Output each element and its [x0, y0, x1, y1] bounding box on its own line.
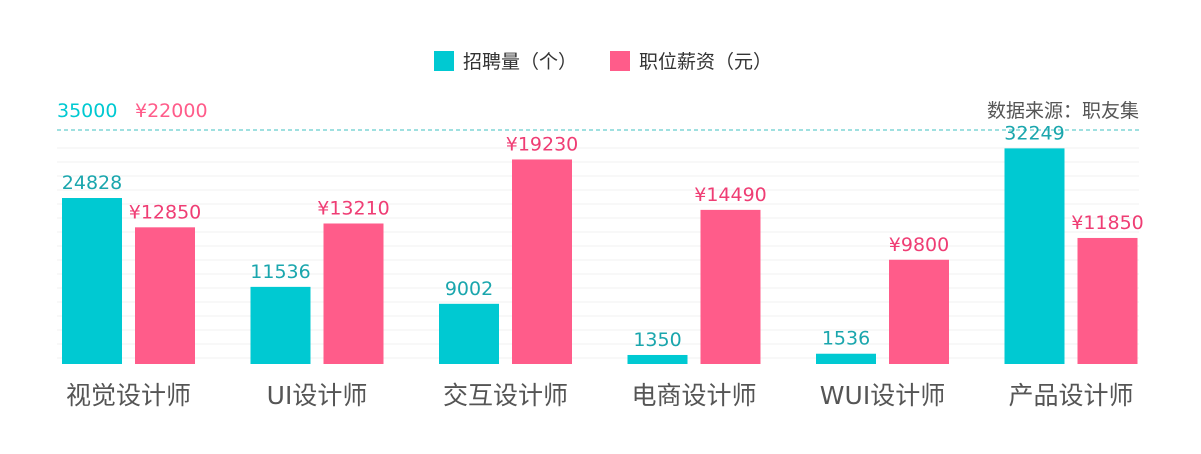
legend-swatch-recruitment — [434, 51, 454, 71]
salary-max-label: ¥22000 — [135, 100, 208, 122]
value-label-salary-3: ¥14490 — [694, 184, 767, 206]
bar-recruitment-4 — [816, 353, 876, 364]
bar-salary-0 — [135, 227, 195, 364]
bar-recruitment-1 — [250, 286, 311, 364]
data-source: 数据来源：职友集 — [987, 100, 1139, 122]
value-label-salary-2: ¥19230 — [506, 133, 579, 155]
bar-salary-5 — [1077, 237, 1138, 364]
value-label-recruitment-1: 11536 — [250, 261, 310, 283]
value-label-salary-1: ¥13210 — [317, 197, 390, 219]
category-label-2: 交互设计师 — [443, 381, 568, 410]
bar-salary-3 — [700, 209, 761, 364]
bars — [62, 148, 1138, 364]
bar-recruitment-3 — [627, 354, 688, 364]
category-label-3: 电商设计师 — [631, 381, 756, 410]
category-label-5: 产品设计师 — [1008, 381, 1133, 410]
value-label-recruitment-4: 1536 — [822, 328, 870, 350]
grid-lines — [57, 147, 1139, 359]
value-labels: 24828 ¥12850 11536 ¥13210 9002 ¥19230 1350 ¥144… — [62, 122, 1144, 351]
bar-recruitment-5 — [1004, 148, 1065, 364]
bar-recruitment-2 — [439, 303, 499, 364]
legend-label-salary: 职位薪资（元） — [639, 51, 772, 73]
bar-salary-2 — [512, 159, 572, 364]
value-label-salary-4: ¥9800 — [889, 234, 949, 256]
value-label-recruitment-5: 32249 — [1004, 122, 1064, 144]
category-label-0: 视觉设计师 — [66, 381, 191, 410]
category-label-4: WUI设计师 — [820, 381, 945, 410]
category-label-1: UI设计师 — [267, 381, 368, 410]
value-label-salary-5: ¥11850 — [1071, 212, 1144, 234]
bar-salary-4 — [889, 259, 949, 364]
legend: 招聘量（个） 职位薪资（元） — [434, 51, 772, 73]
value-label-salary-0: ¥12850 — [129, 201, 202, 223]
bar-recruitment-0 — [62, 198, 122, 364]
value-label-recruitment-2: 9002 — [445, 278, 493, 300]
category-labels: 视觉设计师 UI设计师 交互设计师 电商设计师 WUI设计师 产品设计师 — [66, 381, 1134, 410]
recruitment-max-label: 35000 — [57, 100, 117, 122]
legend-label-recruitment: 招聘量（个） — [463, 51, 577, 73]
legend-swatch-salary — [610, 51, 630, 71]
bar-salary-1 — [323, 223, 384, 364]
value-label-recruitment-3: 1350 — [633, 329, 681, 351]
value-label-recruitment-0: 24828 — [62, 172, 122, 194]
